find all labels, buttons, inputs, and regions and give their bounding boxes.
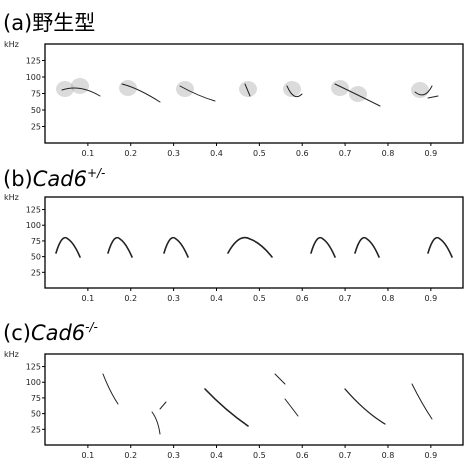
panel-superscript: +/- xyxy=(87,166,105,180)
y-axis-label: kHz xyxy=(4,350,19,359)
panel-title: (c)Cad6-/- xyxy=(3,320,98,345)
x-tick-label: 0.1 xyxy=(82,149,95,158)
x-tick-label: 0.7 xyxy=(339,294,352,303)
y-tick-label: 25 xyxy=(31,425,41,434)
x-tick-label: 0.6 xyxy=(296,149,309,158)
panel-label: (b) xyxy=(3,167,33,191)
x-tick-label: 0.8 xyxy=(382,149,395,158)
y-tick-label: 50 xyxy=(31,410,41,419)
panel-title: (a)野生型 xyxy=(3,11,95,35)
plot-frame xyxy=(45,354,463,445)
y-tick-label: 25 xyxy=(31,123,41,132)
y-axis-label: kHz xyxy=(4,193,19,202)
x-tick-label: 0.5 xyxy=(253,294,266,303)
noise xyxy=(239,81,257,97)
y-tick-label: 125 xyxy=(26,206,41,215)
x-tick-label: 0.7 xyxy=(339,149,352,158)
figure: (a)野生型 kHz 25 50 75 100 125 0.1 0.2 0.3 0.4 0.5 0.6 0… xyxy=(0,0,465,464)
y-tick-label: 50 xyxy=(31,253,41,262)
x-tick-label: 0.1 xyxy=(82,451,95,460)
x-tick-label: 0.9 xyxy=(424,451,437,460)
x-tick-label: 0.4 xyxy=(210,294,223,303)
x-tick-label: 0.1 xyxy=(82,294,95,303)
y-tick-label: 125 xyxy=(26,363,41,372)
x-tick-label: 0.8 xyxy=(382,294,395,303)
x-tick-label: 0.6 xyxy=(296,451,309,460)
y-tick-label: 100 xyxy=(26,378,41,387)
noise xyxy=(349,86,367,102)
panel-superscript: -/- xyxy=(85,320,98,334)
panel-title: (b)Cad6+/- xyxy=(3,166,105,191)
x-tick-label: 0.3 xyxy=(167,149,180,158)
x-tick-label: 0.2 xyxy=(124,149,137,158)
y-tick-label: 75 xyxy=(31,237,41,246)
y-tick-label: 100 xyxy=(26,221,41,230)
x-tick-label: 0.9 xyxy=(424,149,437,158)
y-tick-label: 25 xyxy=(31,268,41,277)
x-tick-label: 0.3 xyxy=(167,294,180,303)
x-tick-label: 0.5 xyxy=(253,451,266,460)
x-tick-label: 0.4 xyxy=(210,149,223,158)
x-tick-label: 0.2 xyxy=(124,294,137,303)
panel-name: 野生型 xyxy=(32,11,95,35)
y-axis-label: kHz xyxy=(4,40,19,49)
x-tick-label: 0.3 xyxy=(167,451,180,460)
panel-label: (c) xyxy=(3,321,31,345)
y-tick-label: 50 xyxy=(31,106,41,115)
x-tick-label: 0.6 xyxy=(296,294,309,303)
panel-name: Cad6 xyxy=(31,321,85,345)
y-tick-label: 125 xyxy=(26,57,41,66)
x-tick-label: 0.7 xyxy=(339,451,352,460)
panel: (c)Cad6-/- kHz 25 50 75 100 125 0.1 0.2 0.3 0.4 0.5… xyxy=(3,320,463,460)
x-tick-label: 0.2 xyxy=(124,451,137,460)
x-tick-label: 0.4 xyxy=(210,451,223,460)
y-tick-label: 100 xyxy=(26,73,41,82)
noise xyxy=(71,78,89,94)
page: {"chart_data": [ {"type": "spectrogram",… xyxy=(0,0,465,464)
noise xyxy=(331,80,349,96)
panel: (a)野生型 kHz 25 50 75 100 125 0.1 0.2 0.3 0.4 0.5 0.6 0… xyxy=(3,11,463,158)
y-tick-label: 75 xyxy=(31,394,41,403)
panel-label: (a) xyxy=(3,11,32,35)
noise xyxy=(411,82,429,98)
panel-name: Cad6 xyxy=(33,167,87,191)
x-tick-label: 0.8 xyxy=(382,451,395,460)
plot-frame xyxy=(45,197,463,288)
x-tick-label: 0.9 xyxy=(424,294,437,303)
x-tick-label: 0.5 xyxy=(253,149,266,158)
y-tick-label: 75 xyxy=(31,90,41,99)
panel: (b)Cad6+/- kHz 25 50 75 100 125 0.1 0.2 0.3 0.4 0.5… xyxy=(3,166,463,303)
